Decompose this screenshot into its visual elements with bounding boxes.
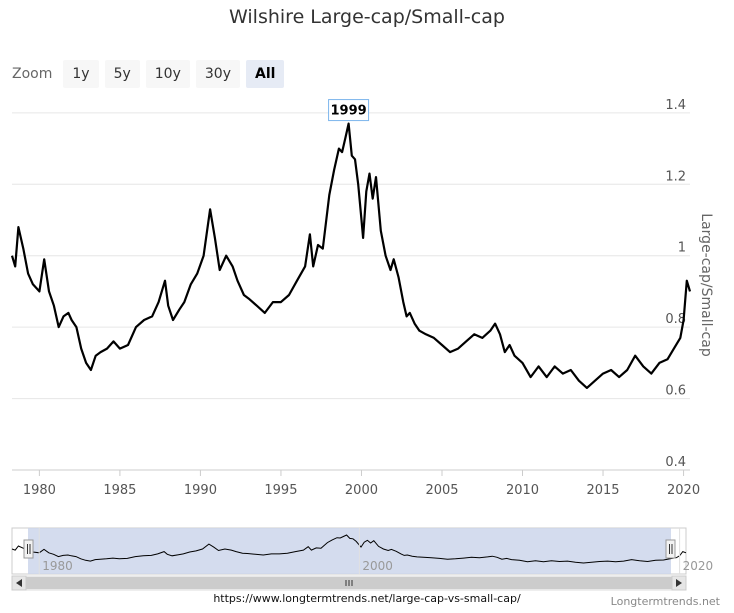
zoom-1y-button[interactable]: 1y — [63, 60, 99, 88]
brand-credit: Longtermtrends.net — [610, 595, 720, 608]
y-axis-labels: 0.4 0.6 0.8 1 1.2 1.4 — [665, 98, 686, 470]
y-axis-title: Large-cap/Small-cap — [698, 213, 714, 357]
zoom-all-button[interactable]: All — [245, 60, 285, 88]
x-tick-label: 2015 — [586, 483, 619, 498]
x-tick-label: 1980 — [23, 483, 56, 498]
chart-title: Wilshire Large-cap/Small-cap — [229, 6, 505, 28]
navigator-tick-label: 1980 — [42, 559, 73, 573]
navigator-tick-label: 2000 — [362, 559, 393, 573]
navigator-series-line — [11, 534, 687, 564]
zoom-10y-button[interactable]: 10y — [145, 60, 190, 88]
y-tick-label: 0.8 — [665, 312, 686, 327]
y-tick-label: 1 — [678, 241, 686, 256]
x-tick-label: 2005 — [425, 483, 458, 498]
zoom-label: Zoom — [12, 66, 53, 82]
peak-annotation-label: 1999 — [330, 104, 366, 119]
navigator-left-handle[interactable] — [23, 539, 34, 559]
grid-lines — [12, 112, 690, 471]
navigator-axis-labels: 1980 2000 2020 — [38, 528, 714, 574]
scrollbar-left-arrow-icon — [16, 579, 22, 587]
navigator[interactable]: 1980 2000 2020 — [11, 527, 714, 575]
navigator-selected-range[interactable] — [28, 528, 671, 574]
zoom-30y-button[interactable]: 30y — [195, 60, 240, 88]
x-tick-label: 1995 — [264, 483, 297, 498]
peak-annotation-box — [328, 99, 370, 122]
peak-annotation: 1999 — [328, 99, 370, 122]
x-axis-labels: 1980 1985 1990 1995 2000 2005 2010 2015 2020 — [23, 470, 700, 498]
scrollbar[interactable] — [11, 575, 687, 591]
x-tick-label: 2000 — [345, 483, 378, 498]
scrollbar-right-arrow-icon — [676, 579, 682, 587]
x-tick-label: 2020 — [667, 483, 700, 498]
zoom-bar: Zoom 1y 5y 10y 30y All — [12, 60, 290, 88]
y-tick-label: 0.6 — [665, 384, 686, 399]
source-url[interactable]: https://www.longtermtrends.net/large-cap… — [213, 592, 521, 605]
series-line[interactable] — [10, 122, 692, 389]
x-tick-label: 2010 — [506, 483, 539, 498]
navigator-tick-label: 2020 — [683, 559, 714, 573]
y-tick-label: 0.4 — [665, 455, 686, 470]
x-tick-label: 1985 — [103, 483, 136, 498]
zoom-5y-button[interactable]: 5y — [104, 60, 140, 88]
y-tick-label: 1.4 — [665, 98, 686, 113]
x-tick-label: 1990 — [184, 483, 217, 498]
y-tick-label: 1.2 — [665, 169, 686, 184]
navigator-right-handle[interactable] — [665, 539, 676, 559]
